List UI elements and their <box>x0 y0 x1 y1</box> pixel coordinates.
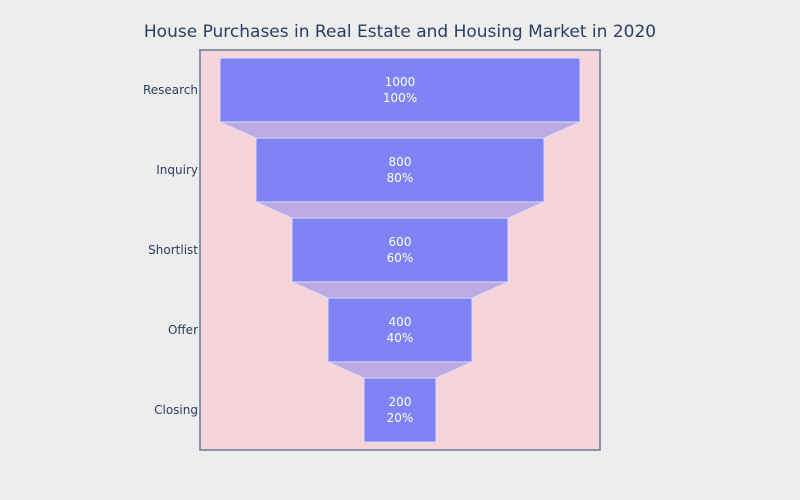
funnel-connector <box>291 281 509 299</box>
value-label: 200 <box>389 395 412 409</box>
funnel-bar-inquiry[interactable] <box>255 137 545 203</box>
percent-label: 100% <box>383 91 417 105</box>
value-labels: 1000 100% 800 80% 600 60% 400 40% 200 20% <box>383 75 417 425</box>
percent-label: 80% <box>387 171 414 185</box>
value-label: 600 <box>389 235 412 249</box>
stage-label: Offer <box>168 323 198 337</box>
funnel-bar-closing[interactable] <box>363 377 437 443</box>
stage-label: Research <box>143 83 198 97</box>
funnel-bars <box>219 57 581 443</box>
funnel-connectors <box>219 121 581 379</box>
percent-label: 20% <box>387 411 414 425</box>
stage-label: Inquiry <box>156 163 198 177</box>
funnel-connector <box>255 201 545 219</box>
value-label: 1000 <box>385 75 416 89</box>
funnel-bar-research[interactable] <box>219 57 581 123</box>
stage-label: Closing <box>154 403 198 417</box>
funnel-bar-offer[interactable] <box>327 297 473 363</box>
stage-label: Shortlist <box>148 243 198 257</box>
stage-labels: Research Inquiry Shortlist Offer Closing <box>143 83 198 417</box>
percent-label: 40% <box>387 331 414 345</box>
value-label: 800 <box>389 155 412 169</box>
percent-label: 60% <box>387 251 414 265</box>
funnel-connector <box>219 121 581 139</box>
value-label: 400 <box>389 315 412 329</box>
funnel-bar-shortlist[interactable] <box>291 217 509 283</box>
chart-title: House Purchases in Real Estate and Housi… <box>144 22 656 42</box>
